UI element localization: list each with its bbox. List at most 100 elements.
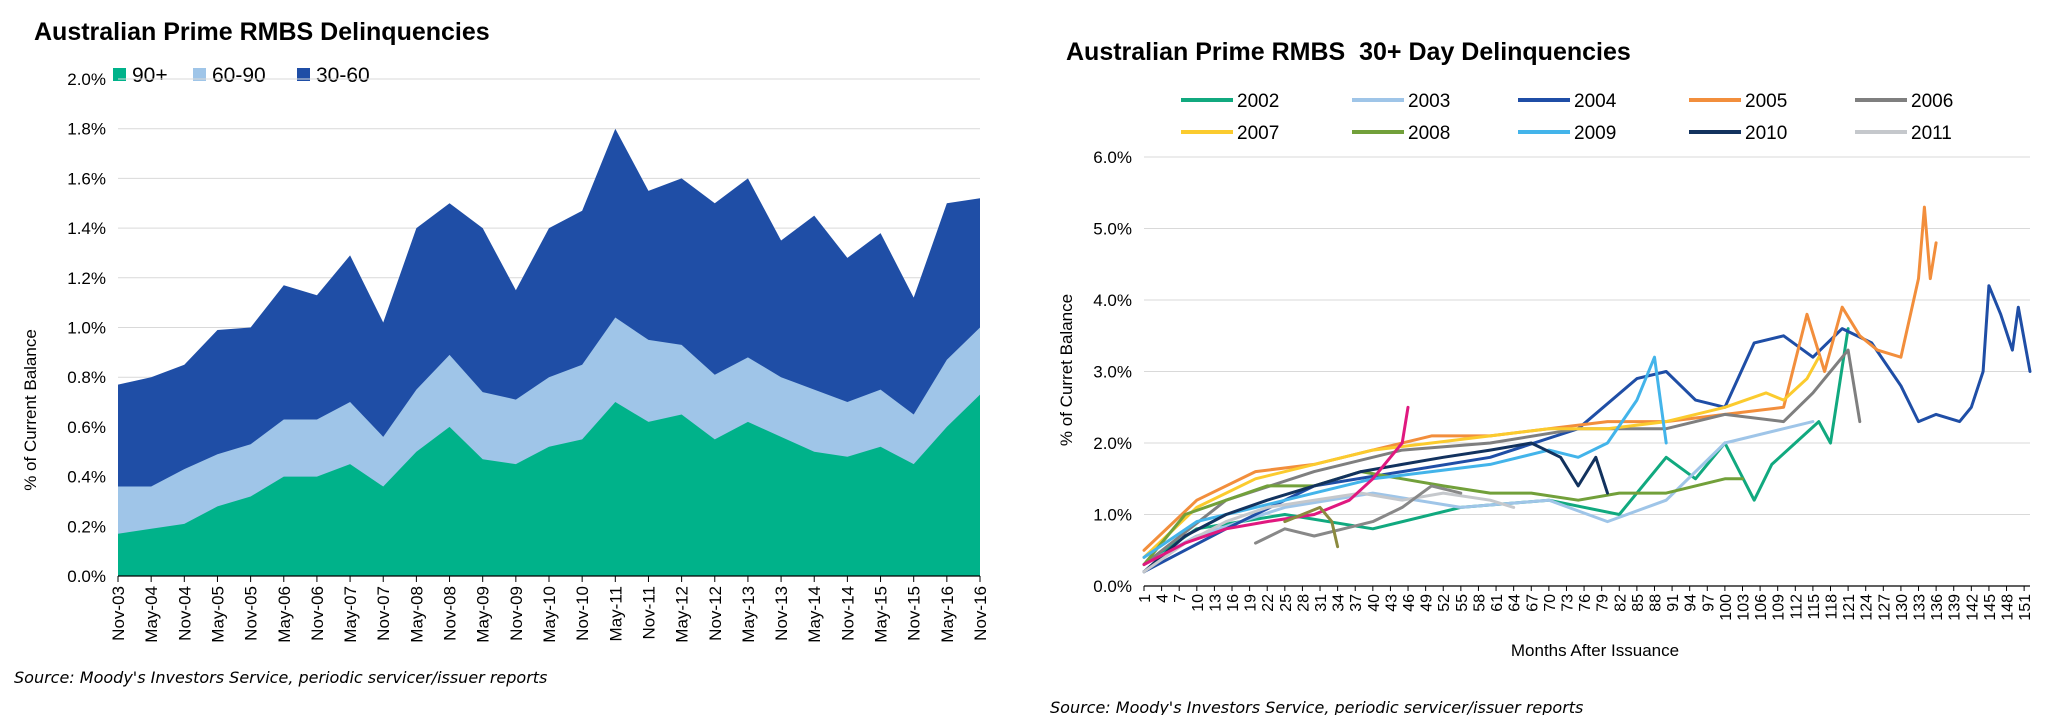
right-x-tick: 58: [1471, 594, 1488, 612]
right-x-tick: 1: [1137, 594, 1154, 603]
left-x-tick: Nov-07: [374, 586, 393, 641]
right-x-tick: 73: [1559, 594, 1576, 612]
left-chart: Australian Prime RMBS Delinquencies 90+ 6…: [14, 18, 990, 687]
right-legend-label: 2009: [1574, 123, 1616, 144]
left-y-tick: 0.6%: [67, 418, 106, 437]
right-x-tick: 136: [1929, 594, 1946, 621]
right-x-tick: 22: [1260, 594, 1277, 612]
right-y-tick: 5.0%: [1093, 220, 1132, 239]
right-gridlines: [1144, 156, 2030, 515]
line-2011: [1142, 491, 1516, 574]
left-x-tick: May-12: [673, 586, 692, 643]
right-x-tick: 16: [1225, 594, 1242, 612]
right-x-tick: 82: [1612, 594, 1629, 612]
right-x-tick: 139: [1947, 594, 1964, 621]
left-y-tick: 0.4%: [67, 468, 106, 487]
right-x-tick: 112: [1788, 594, 1805, 620]
left-x-tick: Nov-10: [573, 586, 592, 641]
right-x-tick: 151: [2017, 594, 2034, 621]
left-legend-label: 30-60: [316, 64, 370, 87]
line-2012: [1142, 405, 1410, 566]
left-legend-label: 60-90: [212, 64, 266, 87]
right-x-tick: 28: [1295, 594, 1312, 612]
left-x-tick: Nov-15: [905, 586, 924, 641]
right-x-tick: 43: [1383, 594, 1400, 612]
right-x-tick: 121: [1841, 594, 1858, 621]
right-y-tick: 0.0%: [1093, 577, 1132, 596]
right-x-tick: 142: [1964, 594, 1981, 621]
left-x-tick: May-14: [805, 586, 824, 643]
left-y-tick: 1.6%: [67, 169, 106, 188]
right-y-tick: 2.0%: [1093, 434, 1132, 453]
left-x-tick: May-08: [407, 586, 426, 643]
left-x-tick: Nov-04: [175, 586, 194, 641]
line-2009: [1142, 355, 1668, 559]
right-legend-label: 2005: [1745, 91, 1787, 112]
right-x-tick: 118: [1824, 594, 1841, 620]
line-2014: [1283, 505, 1340, 549]
left-y-tick: 1.4%: [67, 219, 106, 238]
right-x-tick: 70: [1542, 594, 1559, 612]
left-legend-label: 90+: [132, 64, 168, 87]
left-y-tick: 0.8%: [67, 368, 106, 387]
line-2004: [1142, 284, 2032, 574]
right-x-tick: 61: [1489, 594, 1506, 612]
left-legend-swatch: [113, 68, 126, 81]
right-x-tick: 109: [1771, 594, 1788, 621]
left-y-axis-label: % of Current Balance: [21, 329, 40, 491]
left-x-tick: May-15: [872, 586, 891, 643]
left-x-tick: May-07: [341, 586, 360, 643]
left-x-tick: May-09: [474, 586, 493, 643]
line-2005: [1142, 205, 1938, 552]
right-x-tick: 13: [1207, 594, 1224, 612]
right-x-tick: 31: [1313, 594, 1330, 612]
left-x-tick: Nov-05: [242, 586, 261, 641]
left-areas: [118, 128, 980, 576]
right-x-tick: 100: [1718, 594, 1735, 621]
right-x-axis-label: Months After Issuance: [1511, 641, 1679, 660]
left-x-tick: May-16: [938, 586, 957, 643]
right-x-tick: 4: [1155, 594, 1172, 603]
right-x-tick: 76: [1577, 594, 1594, 612]
line-2013: [1254, 484, 1463, 545]
left-y-tick: 1.0%: [67, 319, 106, 338]
right-x-tick: 55: [1454, 594, 1471, 612]
right-legend-label: 2007: [1237, 123, 1279, 144]
right-x-tick: 10: [1190, 594, 1207, 612]
right-x-tick: 25: [1278, 594, 1295, 612]
right-legend-label: 2011: [1911, 123, 1952, 144]
left-y-tick: 0.0%: [67, 567, 106, 586]
left-axes: 0.0% 0.2% 0.4% 0.6% 0.8% 1.0% 1.2% 1.4% 1.6% 1.8%…: [67, 70, 990, 643]
right-chart-title: Australian Prime RMBS 30+ Day Delinquenc…: [1066, 38, 1631, 66]
line-2003: [1142, 420, 1815, 566]
left-x-tick: Nov-14: [838, 586, 857, 641]
right-y-tick: 3.0%: [1093, 363, 1132, 382]
left-x-tick: Nov-08: [441, 586, 460, 641]
right-axes: 0.0%1.0%2.0%3.0%4.0%5.0%6.0%1 4 7 10 13 16 19 2…: [1093, 148, 2034, 621]
left-y-tick: 2.0%: [67, 70, 106, 89]
right-x-tick: 52: [1436, 594, 1453, 612]
left-x-tick: Nov-03: [109, 586, 128, 641]
right-legend-label: 2008: [1408, 123, 1450, 144]
left-y-tick: 1.2%: [67, 269, 106, 288]
left-x-tick: Nov-12: [706, 586, 725, 641]
right-x-tick: 7: [1172, 594, 1189, 603]
right-x-tick: 40: [1366, 594, 1383, 612]
right-x-tick: 49: [1419, 594, 1436, 612]
right-x-tick: 79: [1595, 594, 1612, 612]
right-x-tick: 145: [1982, 594, 1999, 621]
right-x-tick: 130: [1894, 594, 1911, 621]
right-chart: Australian Prime RMBS 30+ Day Delinquenc…: [1050, 38, 2034, 715]
right-legend-label: 2002: [1237, 91, 1279, 112]
left-x-tick: May-11: [606, 586, 625, 641]
right-x-tick: 88: [1647, 594, 1664, 612]
left-x-tick: May-10: [540, 586, 559, 643]
right-legend-label: 2004: [1574, 91, 1617, 112]
right-x-tick: 46: [1401, 594, 1418, 612]
right-x-tick: 133: [1912, 594, 1929, 621]
right-x-tick: 148: [2000, 594, 2017, 621]
right-y-tick: 4.0%: [1093, 291, 1132, 310]
right-x-tick: 115: [1806, 594, 1823, 620]
right-x-tick: 127: [1876, 594, 1893, 621]
